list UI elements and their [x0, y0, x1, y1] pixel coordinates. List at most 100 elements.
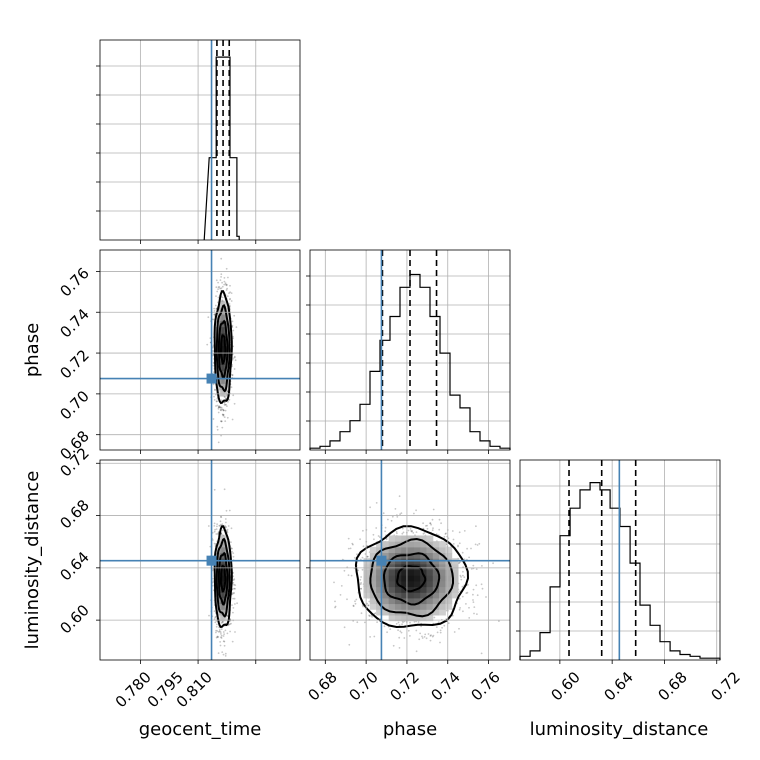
sample-point: [212, 418, 215, 420]
density-bin: [224, 314, 226, 321]
sample-point: [220, 257, 223, 260]
sample-point: [231, 374, 234, 376]
density-bin: [420, 609, 427, 616]
sample-point: [225, 526, 228, 528]
density-bin: [222, 592, 224, 599]
density-bin: [376, 597, 383, 605]
sample-point: [421, 635, 423, 638]
sample-point: [415, 650, 418, 653]
sample-point: [374, 612, 377, 615]
sample-point: [219, 631, 222, 633]
sample-point: [214, 528, 216, 531]
sample-point: [221, 285, 224, 288]
x-axis-label-luminosity-distance: luminosity_distance: [530, 719, 709, 740]
sample-point: [452, 543, 455, 545]
density-bin: [225, 535, 227, 542]
sample-point: [458, 627, 460, 630]
sample-point: [233, 402, 236, 405]
sample-point: [472, 588, 475, 591]
density-bin: [426, 615, 434, 622]
sample-point: [215, 533, 218, 535]
histogram-geocent_time: [203, 56, 240, 241]
density-bin: [451, 569, 459, 576]
sample-point: [352, 605, 355, 607]
density-bin: [407, 569, 415, 576]
sample-point: [481, 587, 484, 590]
density-bin: [376, 541, 383, 548]
y-tick-lumdist-1: 0.64: [56, 548, 92, 584]
sample-point: [220, 420, 222, 422]
sample-point: [230, 547, 233, 550]
density-bin: [229, 326, 231, 334]
density-bin: [388, 615, 396, 622]
density-bin: [413, 603, 421, 610]
sample-point: [224, 524, 226, 527]
density-bin: [217, 609, 219, 616]
density-bin: [376, 586, 383, 593]
sample-point: [407, 629, 410, 632]
sample-point: [413, 512, 415, 515]
sample-point: [376, 621, 378, 623]
density-phase-vs-luminosity_distance: [333, 495, 500, 655]
density-bin: [407, 603, 415, 610]
sample-point: [216, 398, 219, 400]
density-bin: [222, 569, 224, 576]
density-bin: [217, 383, 219, 391]
density-bin: [382, 569, 390, 576]
density-bin: [451, 592, 459, 599]
density-bin: [220, 326, 222, 334]
sample-point: [213, 522, 216, 525]
density-bin: [426, 609, 434, 616]
sample-point: [476, 613, 478, 615]
sample-point: [360, 612, 363, 615]
sample-point: [418, 638, 421, 641]
sample-point: [225, 403, 228, 406]
density-bin: [226, 541, 228, 548]
density-bin: [420, 569, 427, 576]
x-tick-phase-0: 0.68: [304, 668, 340, 704]
sample-point: [212, 584, 214, 587]
sample-point: [225, 521, 227, 524]
density-bin: [220, 364, 222, 372]
truth-marker-geocent_time-vs-luminosity_distance: [206, 555, 217, 566]
x-tick-phase-4: 0.76: [467, 668, 503, 704]
sample-point: [222, 653, 225, 656]
sample-point: [236, 602, 239, 605]
y-axis-label-luminosity-distance: luminosity_distance: [22, 471, 43, 650]
density-bin: [369, 569, 377, 576]
sample-point: [429, 635, 432, 637]
sample-point: [417, 621, 420, 623]
density-bin: [426, 552, 434, 559]
density-bin: [215, 592, 218, 599]
sample-point: [232, 555, 235, 558]
sample-point: [215, 405, 217, 407]
density-bin: [432, 552, 440, 559]
density-bin: [223, 377, 225, 384]
density-bin: [401, 535, 409, 542]
y-tick-phase-1: 0.70: [56, 387, 92, 423]
density-bin: [451, 586, 459, 593]
sample-point: [458, 608, 461, 611]
sample-point: [224, 420, 227, 422]
sample-point: [226, 405, 228, 407]
sample-point: [232, 607, 235, 609]
sample-point: [224, 409, 227, 412]
density-bin: [223, 320, 225, 328]
sample-point: [462, 610, 464, 613]
density-bin: [224, 377, 226, 384]
panel-frame-geocent_time-vs-luminosity_distance: [99, 459, 301, 661]
density-bin: [401, 580, 409, 588]
sample-point: [228, 303, 231, 305]
sample-point: [458, 562, 460, 564]
sample-point: [224, 283, 227, 286]
x-tick-lumdist-0: 0.60: [547, 668, 583, 704]
sample-point: [217, 631, 220, 633]
density-bin: [220, 603, 222, 610]
density-bin: [221, 575, 223, 582]
x-tick-phase-1: 0.70: [345, 668, 381, 704]
sample-point: [367, 604, 370, 607]
sample-point: [385, 538, 388, 541]
density-bin: [395, 546, 402, 553]
density-bin: [420, 603, 427, 610]
sample-point: [443, 624, 446, 627]
